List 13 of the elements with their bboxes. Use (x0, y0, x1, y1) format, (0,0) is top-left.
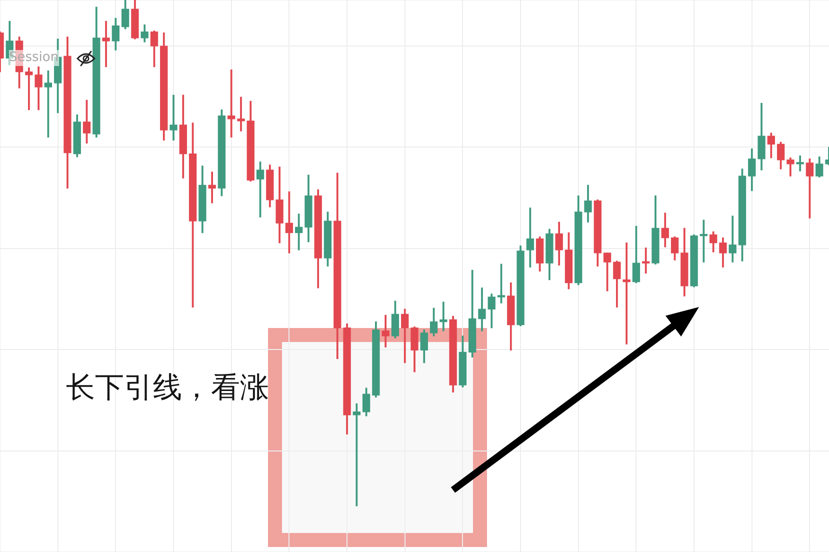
candlestick (208, 172, 216, 204)
candlestick (294, 214, 303, 250)
candlestick (25, 67, 33, 110)
candlestick (440, 302, 448, 332)
candlestick (170, 94, 178, 140)
candlestick (352, 403, 360, 506)
candlestick (622, 242, 630, 344)
annotation: 长下引线，看涨 (66, 370, 269, 405)
candlestick (228, 69, 236, 138)
candlestick (237, 96, 245, 132)
candlestick (102, 20, 110, 68)
candlestick (796, 156, 804, 172)
candlestick (642, 248, 650, 274)
